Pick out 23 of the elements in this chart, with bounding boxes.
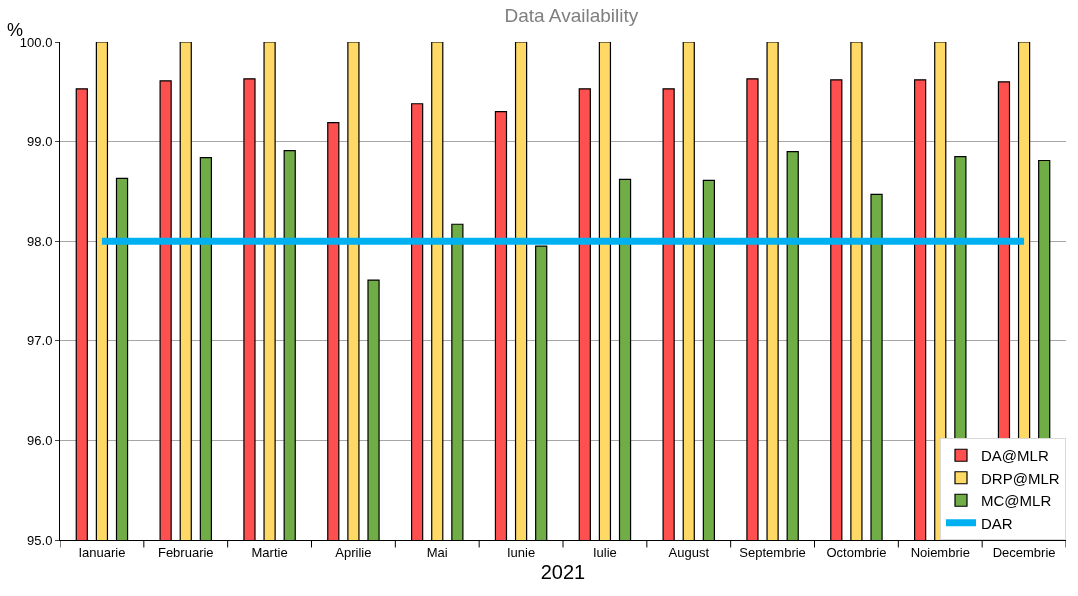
x-tick-label: Februarie xyxy=(157,544,214,560)
x-tick-label: Noiembrie xyxy=(910,544,970,560)
legend-label: DAR xyxy=(981,514,1013,532)
x-tick-label: Octombrie xyxy=(826,544,887,560)
x-tick-label: Mai xyxy=(426,544,448,560)
y-tick-label: 97.0 xyxy=(27,333,53,349)
x-tick-label: Aprilie xyxy=(335,544,372,560)
legend-label: DA@MLR xyxy=(981,447,1049,465)
x-axis-title: 2021 xyxy=(540,561,586,584)
y-tick-label: 95.0 xyxy=(27,532,53,548)
y-tick-label: 98.0 xyxy=(27,233,53,249)
x-tick-label: August xyxy=(668,544,710,560)
legend-label: MC@MLR xyxy=(981,492,1052,510)
x-tick-label: Ianuarie xyxy=(78,544,126,560)
x-tick-label: Iulie xyxy=(592,544,617,560)
x-tick-label: Iunie xyxy=(506,544,536,560)
y-tick-label: 96.0 xyxy=(27,432,53,448)
x-tick-label: Decembrie xyxy=(992,544,1056,560)
x-tick-label: Martie xyxy=(251,544,288,560)
legend-label: DRP@MLR xyxy=(981,469,1060,487)
chart-title: Data Availability xyxy=(504,5,639,27)
x-tick-label: Septembrie xyxy=(739,544,806,560)
y-tick-label: 99.0 xyxy=(27,134,53,150)
